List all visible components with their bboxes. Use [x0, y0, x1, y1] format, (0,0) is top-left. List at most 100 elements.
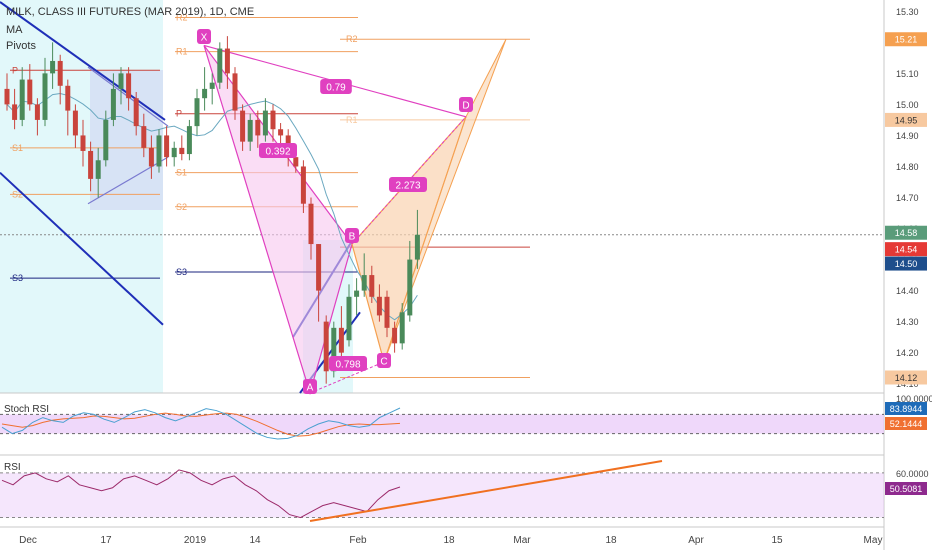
x-tick-label: Apr [688, 535, 704, 546]
candle-body [65, 85, 71, 111]
candle-body [323, 321, 329, 372]
candle-body [232, 73, 238, 111]
moving-average-line [6, 93, 418, 321]
price-tag: 14.54 [895, 245, 918, 255]
projection-triangle [383, 39, 507, 363]
price-tag-bg [885, 370, 927, 385]
rsi-band [0, 472, 884, 518]
x-tick-label: 14 [249, 535, 261, 546]
ratio-label: 0.79 [326, 83, 346, 94]
candle-body [95, 160, 101, 179]
candle-body [164, 135, 170, 158]
point-b-label: B [349, 232, 356, 243]
candle-body [270, 110, 276, 130]
pivot-label-right: P [176, 109, 182, 119]
x-tick-label: 2019 [184, 535, 207, 546]
stoch-band [0, 414, 884, 434]
candle-body [179, 147, 185, 155]
x-tick-label: Mar [513, 535, 531, 546]
candle-body [346, 296, 352, 341]
pivot-label-right: R1 [176, 47, 188, 57]
x-tick-label: 17 [100, 535, 112, 546]
candle-body [80, 135, 86, 151]
candle-body [255, 119, 261, 136]
pivot-label-right: R1 [346, 115, 358, 125]
point-c-label: C [380, 357, 387, 368]
pivot-label-right: R2 [176, 13, 188, 23]
pattern-bcd-triangle [351, 116, 467, 365]
chart-title: MILK, CLASS III FUTURES (MAR 2019), 1D, … [6, 6, 255, 18]
candle-body [156, 135, 162, 167]
candle-body [262, 110, 268, 136]
rsi-line [1, 469, 401, 519]
candle-body [19, 79, 25, 120]
candle-body [316, 244, 322, 291]
stoch-k-line [1, 407, 401, 440]
stoch-d-line [1, 412, 401, 437]
pivot-label-right: S2 [176, 202, 187, 212]
x-tick-label: May [864, 535, 883, 546]
ratio-label: 0.392 [265, 147, 290, 158]
rsi-tag-bg [885, 482, 927, 495]
price-tag: 14.50 [895, 259, 918, 269]
candle-body [392, 327, 398, 344]
indicator-ma-label[interactable]: MA [6, 24, 23, 36]
point-x-label: X [201, 33, 208, 44]
price-tag-bg [885, 242, 927, 257]
candle-body [217, 48, 223, 83]
y-tick-label: 14.80 [896, 162, 919, 172]
price-tag: 15.21 [895, 35, 918, 45]
x-tick-label: 18 [443, 535, 455, 546]
candle-body [300, 166, 306, 204]
price-tag-bg [885, 256, 927, 271]
y-tick-label: 15.00 [896, 100, 919, 110]
pivot-label-left: S3 [12, 273, 23, 283]
candle-body [331, 327, 337, 372]
price-tag: 14.95 [895, 115, 918, 125]
y-tick-label: 15.10 [896, 69, 919, 79]
stoch-rsi-label[interactable]: Stoch RSI [4, 404, 50, 415]
ratio-label-bg [389, 177, 427, 192]
point-a-label: A [307, 383, 314, 394]
rsi-label[interactable]: RSI [4, 462, 21, 473]
candle-body [369, 275, 375, 297]
candle-body [414, 234, 420, 260]
ratio-label-bg [259, 143, 297, 158]
price-tag: 14.12 [895, 373, 918, 383]
candle-body [42, 73, 48, 120]
rsi-tick-label: 60.0000 [896, 469, 929, 479]
point-b-label-bg [345, 228, 359, 243]
candle-body [126, 73, 132, 99]
ratio-label: 0.798 [335, 360, 360, 371]
candle-body [399, 312, 405, 344]
ratio-label: 2.273 [395, 181, 420, 192]
rsi-value-tag: 50.5081 [890, 484, 923, 494]
y-tick-label: 14.40 [896, 286, 919, 296]
candle-body [171, 147, 177, 158]
x-tick-label: 15 [771, 535, 783, 546]
candle-body [240, 110, 246, 142]
candle-body [247, 119, 253, 142]
candle-body [148, 147, 154, 167]
candle-body [141, 126, 147, 148]
candle-body [27, 79, 33, 105]
point-d-label-bg [459, 97, 473, 112]
point-x-label-bg [197, 29, 211, 44]
pattern-ac-line [309, 361, 385, 394]
x-tick-label: Feb [349, 535, 367, 546]
channel-lower-line [0, 171, 164, 326]
pivot-label-right: S1 [176, 168, 187, 178]
candle-body [34, 104, 40, 120]
indicator-pivots-label[interactable]: Pivots [6, 40, 36, 52]
candle-body [224, 48, 230, 74]
stoch-k-tag: 83.8944 [890, 404, 923, 414]
candle-body [361, 275, 367, 291]
candle-body [338, 327, 344, 353]
y-tick-label: 14.30 [896, 317, 919, 327]
point-c-label-bg [377, 353, 391, 368]
price-tag-bg [885, 32, 927, 47]
y-tick-label: 14.70 [896, 193, 919, 203]
stoch-d-tag: 52.1444 [890, 419, 923, 429]
wedge-lower-line [87, 156, 169, 205]
